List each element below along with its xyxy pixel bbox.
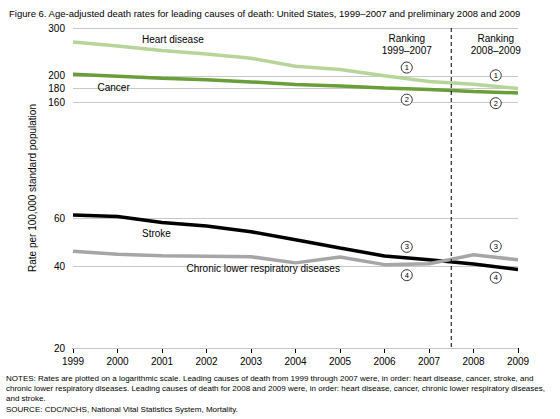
svg-text:2007: 2007 (418, 356, 441, 367)
svg-text:2: 2 (494, 99, 498, 108)
svg-text:Figure 6. Age-adjusted death r: Figure 6. Age-adjusted death rates for l… (9, 8, 520, 19)
svg-text:Chronic lower respiratory dise: Chronic lower respiratory diseases (187, 263, 340, 274)
svg-text:1: 1 (494, 71, 498, 80)
svg-text:200: 200 (48, 70, 65, 81)
svg-text:2006: 2006 (373, 356, 396, 367)
svg-text:60: 60 (54, 213, 66, 224)
svg-text:Stroke: Stroke (142, 228, 171, 239)
svg-text:2003: 2003 (240, 356, 263, 367)
svg-text:1: 1 (405, 63, 409, 72)
svg-text:chronic lower respiratory dise: chronic lower respiratory diseases. Lead… (6, 384, 547, 393)
svg-text:3: 3 (405, 242, 409, 251)
svg-text:2002: 2002 (195, 356, 218, 367)
svg-text:Rate per 100,000 standard popu: Rate per 100,000 standard population (27, 104, 38, 272)
svg-text:2005: 2005 (329, 356, 352, 367)
svg-text:Ranking: Ranking (388, 33, 425, 44)
svg-text:2004: 2004 (284, 356, 307, 367)
svg-text:160: 160 (48, 97, 65, 108)
svg-text:2: 2 (405, 95, 409, 104)
svg-text:and stroke.: and stroke. (6, 394, 46, 403)
svg-text:2009: 2009 (507, 356, 530, 367)
svg-text:2000: 2000 (106, 356, 129, 367)
svg-text:4: 4 (494, 273, 498, 282)
svg-text:40: 40 (54, 261, 66, 272)
svg-text:2001: 2001 (151, 356, 174, 367)
svg-text:1999: 1999 (62, 356, 85, 367)
svg-text:Heart disease: Heart disease (142, 34, 204, 45)
svg-text:3: 3 (494, 242, 498, 251)
svg-text:Ranking: Ranking (477, 33, 514, 44)
svg-text:180: 180 (48, 83, 65, 94)
svg-text:4: 4 (405, 271, 409, 280)
svg-text:SOURCE: CDC/NCHS, National Vit: SOURCE: CDC/NCHS, National Vital Statist… (6, 405, 238, 414)
svg-text:Cancer: Cancer (98, 82, 131, 93)
svg-text:20: 20 (54, 343, 66, 354)
svg-text:2008: 2008 (462, 356, 485, 367)
svg-text:1999–2007: 1999–2007 (382, 45, 432, 56)
svg-text:2008–2009: 2008–2009 (471, 45, 521, 56)
svg-text:NOTES: Rates are plotted on a: NOTES: Rates are plotted on a logarithmi… (6, 374, 536, 383)
svg-text:300: 300 (48, 23, 65, 34)
